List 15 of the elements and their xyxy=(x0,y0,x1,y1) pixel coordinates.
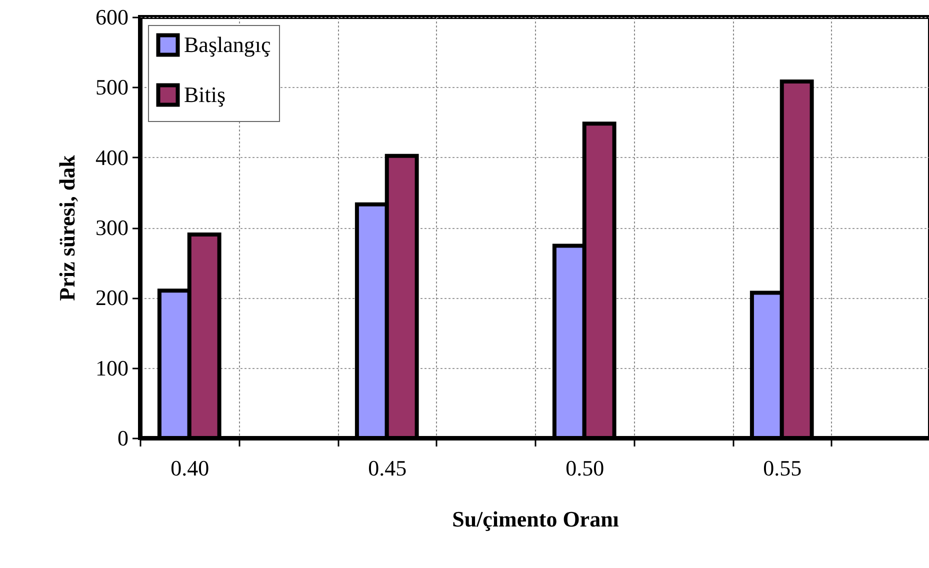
y-tick-label: 100 xyxy=(96,355,128,380)
x-tick-label: 0.40 xyxy=(170,456,210,480)
x-axis-title: Su/çimento Oranı xyxy=(452,506,619,532)
y-tick-label: 300 xyxy=(96,215,128,240)
y-tick-label: 0 xyxy=(118,426,128,450)
y-tick-label: 400 xyxy=(96,144,128,170)
legend-label: Bitiş xyxy=(184,82,226,107)
y-tick-label: 200 xyxy=(96,285,128,310)
x-tick-label: 0.55 xyxy=(763,456,802,480)
y-tick-label: 600 xyxy=(96,4,128,30)
x-tick-label: 0.45 xyxy=(368,456,407,480)
x-tick-label: 0.50 xyxy=(566,456,604,480)
y-tick-label: 500 xyxy=(96,74,128,100)
legend-label: Başlangıç xyxy=(184,32,271,57)
y-axis-title: Priz süresi, dak xyxy=(54,154,80,301)
